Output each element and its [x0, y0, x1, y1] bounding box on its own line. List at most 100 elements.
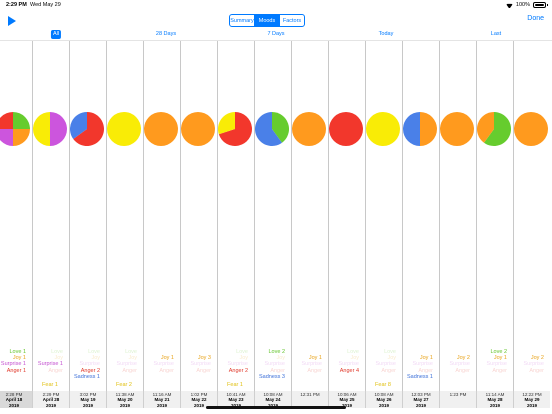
entry-year: 2019: [526, 402, 537, 408]
mood-label-anger: Anger: [48, 367, 63, 374]
column-divider: [439, 41, 440, 391]
entry-date-footer[interactable]: 10:08 AM May 26 2019: [365, 391, 402, 408]
entry-year: 2019: [489, 402, 500, 408]
mood-label-anger: Anger 2: [228, 367, 248, 374]
column-divider: [180, 41, 181, 391]
entry-column[interactable]: Love Joy Surprise Anger 2 Sadness 1 3:02 PM Ma…: [69, 41, 106, 414]
entry-date-footer[interactable]: 11:38 AM May 20 2019: [106, 391, 143, 408]
pie-slice: [403, 112, 420, 146]
wifi-icon: [506, 3, 513, 8]
column-divider: [476, 41, 477, 391]
entry-date-footer[interactable]: 1:02 PM May 22 2019: [180, 391, 217, 408]
entry-time: 10:41 AM: [226, 391, 246, 397]
entry-date: May 22: [191, 397, 207, 402]
entry-date-footer[interactable]: 2:29 PM April 28 2019: [32, 391, 69, 408]
mood-pie: [514, 112, 548, 146]
jump-last[interactable]: Last: [490, 31, 502, 37]
jump-all[interactable]: All: [50, 30, 62, 39]
entry-column[interactable]: Love Joy Surprise Anger Fear 2 11:38 AM May 20…: [106, 41, 143, 414]
mood-pie: [33, 112, 67, 146]
segment-moods[interactable]: Moods: [254, 15, 279, 26]
mood-label-joy: Joy 1: [493, 355, 507, 362]
mood-label-joy: Joy 2: [530, 355, 544, 362]
mood-label-love: Love 2: [268, 349, 285, 355]
entry-column[interactable]: Love 2 Joy Surprise Anger Sadness 3 10:08 AM M…: [254, 41, 291, 414]
mood-labels: Love Joy Surprise 1 Anger: [33, 349, 63, 389]
done-button[interactable]: Done: [527, 15, 544, 22]
entry-date: May 19: [80, 397, 96, 402]
play-icon[interactable]: [8, 16, 16, 26]
mood-timeline[interactable]: Love 1 Joy 1 Surprise 1 Anger 1 2:28 PM April…: [0, 40, 552, 414]
mood-label-surprise: Surprise: [153, 361, 174, 368]
mood-label-fear: Fear 2: [116, 382, 132, 388]
entry-year: 2019: [156, 402, 167, 408]
view-segmented-control: Summary Moods Factors: [229, 14, 305, 27]
pie-slice: [484, 112, 511, 146]
segment-summary[interactable]: Summary: [230, 17, 254, 24]
entry-column[interactable]: Joy 1 Surprise Anger 12:31 PM: [291, 41, 328, 414]
entry-date: April 28: [42, 397, 60, 402]
mood-label-love: Love: [236, 349, 248, 355]
mood-label-surprise: Surprise: [449, 361, 470, 368]
mood-label-surprise: Surprise: [486, 361, 507, 368]
entry-time: 2:28 PM: [5, 391, 23, 397]
entry-column[interactable]: Joy 3 Surprise Anger 1:02 PM May 22 2019: [180, 41, 217, 414]
mood-label-anger: Anger: [307, 367, 322, 374]
entry-date-footer[interactable]: 12:31 PM: [291, 391, 328, 408]
entry-year: 2019: [230, 402, 241, 408]
entry-time: 1:23 PM: [449, 391, 467, 397]
pie-slice: [292, 112, 326, 146]
entry-column[interactable]: Love Joy Surprise Anger 4 10:06 AM May 25 2019: [328, 41, 365, 414]
mood-label-surprise: Surprise: [301, 361, 322, 368]
entry-column[interactable]: Love 2 Joy 1 Surprise Anger 11:14 AM May 28 20…: [476, 41, 513, 414]
entry-date-footer[interactable]: 12:22 PM May 29 2019: [513, 391, 550, 408]
entry-date-footer[interactable]: 3:02 PM May 19 2019: [69, 391, 106, 408]
column-divider: [291, 41, 292, 391]
mood-label-anger: Anger: [196, 367, 211, 374]
mood-label-sadness: Sadness 1: [407, 373, 433, 380]
mood-label-love: Love 1: [9, 349, 26, 355]
mood-label-love: Love: [51, 349, 63, 355]
entry-column[interactable]: Joy 1 Surprise Anger 11:16 AM May 21 2019: [143, 41, 180, 414]
mood-label-anger: Anger 2: [80, 367, 100, 374]
column-divider: [365, 41, 366, 391]
mood-labels: Love 1 Joy 1 Surprise 1 Anger 1: [0, 349, 26, 389]
entry-time: 12:22 PM: [522, 391, 542, 397]
entry-date-footer[interactable]: 10:08 AM May 24 2019: [254, 391, 291, 408]
mood-label-joy: Joy 3: [197, 355, 211, 362]
mood-label-love: Love: [384, 349, 396, 355]
entry-date: May 23: [228, 397, 244, 402]
entry-date-footer[interactable]: 12:03 PM May 27 2019: [402, 391, 439, 408]
entry-column[interactable]: Love 1 Joy 1 Surprise 1 Anger 1 2:28 PM April…: [0, 41, 32, 414]
entry-column[interactable]: Joy 1 Surprise Anger Sadness 1 12:03 PM May 2…: [402, 41, 439, 414]
entry-column[interactable]: Love Joy Surprise Anger Fear 8 10:08 AM May 26…: [365, 41, 402, 414]
pie-slice: [255, 112, 282, 146]
entry-time: 1:02 PM: [190, 391, 208, 397]
mood-label-joy: Joy: [54, 355, 63, 362]
entry-column[interactable]: Joy 2 Surprise Anger 1:23 PM: [439, 41, 476, 414]
mood-label-sadness: Sadness 3: [259, 373, 285, 380]
entry-date-footer[interactable]: 11:16 AM May 21 2019: [143, 391, 180, 408]
mood-labels: Joy 2 Surprise Anger: [514, 349, 544, 389]
range-jump-bar: All 28 Days 7 Days Today Last: [0, 30, 552, 40]
entry-date-footer[interactable]: 10:06 AM May 25 2019: [328, 391, 365, 408]
mood-label-surprise: Surprise: [264, 361, 285, 368]
jump-7-days[interactable]: 7 Days: [267, 31, 285, 37]
entry-date: May 21: [154, 397, 170, 402]
entry-date: May 26: [376, 397, 392, 402]
entry-date-footer[interactable]: 2:28 PM April 18 2019: [0, 391, 32, 408]
entry-date-footer[interactable]: 1:23 PM: [439, 391, 476, 408]
segment-factors[interactable]: Factors: [279, 15, 304, 26]
jump-28-days[interactable]: 28 Days: [155, 31, 177, 37]
entry-column[interactable]: Joy 2 Surprise Anger 12:22 PM May 29 2019: [513, 41, 550, 414]
entry-column[interactable]: Love Joy Surprise Anger 2 Fear 1 10:41 AM May …: [217, 41, 254, 414]
entry-column[interactable]: Love Joy Surprise 1 Anger Fear 1 2:29 PM April…: [32, 41, 69, 414]
mood-pie: [292, 112, 326, 146]
mood-label-surprise: Surprise: [79, 361, 100, 368]
mood-label-fear: Fear 1: [42, 382, 58, 388]
jump-today[interactable]: Today: [378, 31, 394, 37]
entry-date-footer[interactable]: 11:14 AM May 28 2019: [476, 391, 513, 408]
entry-date-footer[interactable]: 10:41 AM May 23 2019: [217, 391, 254, 408]
mood-labels: Love 2 Joy Surprise Anger Sadness 3: [255, 349, 285, 389]
